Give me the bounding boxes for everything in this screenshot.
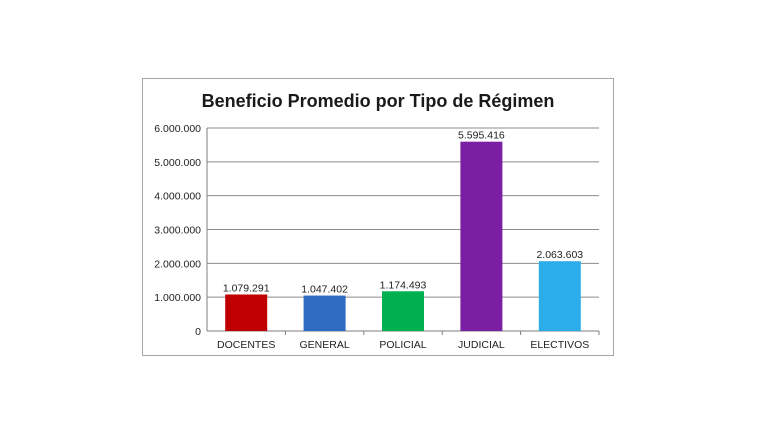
y-tick-label: 1.000.000 bbox=[154, 292, 201, 304]
data-label: 1.174.493 bbox=[380, 279, 427, 291]
data-label: 1.047.402 bbox=[301, 284, 348, 296]
x-category-label: ELECTIVOS bbox=[530, 339, 589, 351]
data-label: 2.063.603 bbox=[536, 249, 583, 261]
y-tick-label: 2.000.000 bbox=[154, 258, 201, 270]
y-tick-label: 0 bbox=[195, 326, 201, 338]
bar-chart: 0 1.000.000 2.000.000 3.000.000 4.000.000 5.0… bbox=[154, 123, 600, 351]
y-tick-label: 3.000.000 bbox=[154, 225, 201, 237]
bar bbox=[303, 295, 346, 331]
bar bbox=[460, 141, 503, 331]
bar bbox=[382, 291, 424, 331]
x-category-label: DOCENTES bbox=[217, 339, 275, 351]
x-category-label: POLICIAL bbox=[379, 339, 426, 351]
data-label: 1.079.291 bbox=[223, 282, 270, 294]
y-tick-label: 5.000.000 bbox=[154, 157, 201, 169]
y-tick-label: 4.000.000 bbox=[154, 191, 201, 203]
x-category-label: JUDICIAL bbox=[458, 339, 505, 351]
chart-frame: Beneficio Promedio por Tipo de Régimen 0… bbox=[142, 78, 614, 356]
x-category-label: GENERAL bbox=[300, 339, 350, 351]
data-label: 5.595.416 bbox=[458, 130, 505, 142]
bar bbox=[538, 261, 581, 331]
y-tick-label: 6.000.000 bbox=[154, 123, 201, 135]
bar bbox=[225, 294, 268, 331]
chart-title: Beneficio Promedio por Tipo de Régimen bbox=[201, 91, 555, 111]
